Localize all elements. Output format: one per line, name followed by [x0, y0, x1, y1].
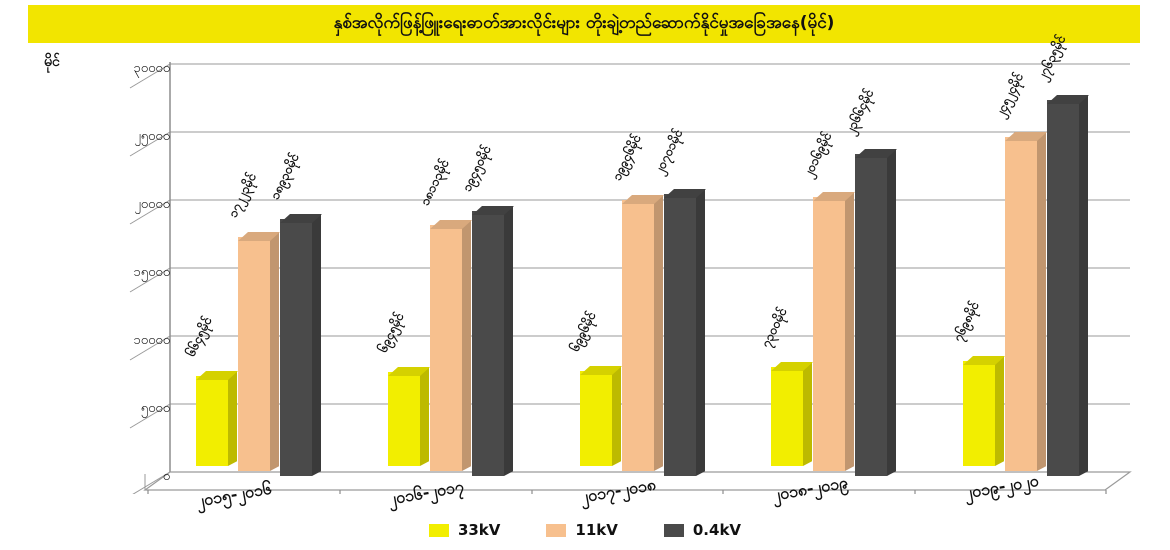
bar-data-label: ၆၉၉၆မိုင်	[566, 309, 599, 354]
bar-face	[388, 371, 420, 466]
bar-side	[653, 194, 663, 472]
bar-side	[1078, 95, 1088, 477]
bar-face	[854, 154, 887, 476]
bar-side	[420, 366, 429, 466]
bar-face	[237, 236, 270, 471]
bar-side	[695, 189, 705, 477]
bar-data-label: ၁၉၉၄၆မိုင်	[608, 131, 644, 183]
bar-side	[886, 149, 896, 477]
legend-item-04kv[interactable]: 0.4kV	[663, 521, 742, 539]
bar-data-label: ၆၉၄၅မိုင်	[374, 309, 407, 355]
bar-data-label: ၂၃၆၆၄မိုင်	[841, 86, 877, 137]
x-label-0: ၂၀၁၅-၂၀၁၆	[194, 478, 274, 511]
legend-label-33kv: 33kV	[457, 521, 501, 539]
bar-side	[844, 191, 854, 472]
bar-data-label: ၁၇၂၂၃မိုင်	[224, 170, 259, 220]
y-axis-tick-labels: ၃၀၀၀၀ ၂၅၀၀၀ ၂၀၀၀၀ ၁၅၀၀၀ ၁၀၀၀၀ ၅၀၀၀ ၀	[55, 44, 170, 484]
legend-swatch-04kv	[663, 523, 684, 537]
bar-data-label: ၂၇၆၃၅မိုင်	[1033, 32, 1069, 83]
bar-data-label: ၁၉၄၅၀မိုင်	[458, 143, 494, 195]
bar-face	[279, 218, 312, 476]
y-axis-unit-label: မိုင်	[44, 54, 60, 70]
bar-33kv[interactable]: ၆၉၄၅မိုင်	[375, 310, 430, 466]
y-tick-10000: ၁၀၀၀၀	[133, 333, 170, 348]
bar-11kv[interactable]: ၂၄၅၂၄မိုင်	[992, 71, 1047, 472]
bar-face	[1046, 100, 1079, 476]
bar-face	[429, 224, 462, 471]
bar-11kv[interactable]: ၂၀၁၆၉မိုင်	[800, 129, 855, 472]
bar-face	[812, 196, 845, 471]
bar-side	[461, 219, 471, 471]
y-tick-15000: ၁၅၀၀၀	[133, 265, 170, 280]
bar-11kv[interactable]: ၁၉၉၄၆မိုင်	[609, 132, 664, 472]
legend-label-11kv: 11kV	[575, 521, 618, 539]
bar-face	[963, 361, 995, 466]
y-tick-30000: ၃၀၀၀၀	[133, 61, 170, 76]
chart-legend: 33kV 11kV 0.4kV	[0, 515, 1170, 545]
y-tick-0: ၀	[162, 469, 170, 484]
x-label-3: ၂၀၁၈-၂၀၁၉	[770, 472, 850, 505]
bar-side	[228, 370, 237, 466]
bar-face	[663, 194, 696, 476]
bar-04kv[interactable]: ၂၃၆၆၄မိုင်	[842, 87, 897, 477]
y-tick-5000: ၅၀၀၀	[140, 401, 170, 416]
x-axis-tick-labels: ၂၀၁၅-၂၀၁၆ ၂၀၁၆-၂၀၁၇ ၂၀၁၇-၂၀၁၈ ၂၀၁၈-၂၀၁၉ …	[0, 471, 1170, 514]
bar-face	[771, 366, 803, 466]
bar-11kv[interactable]: ၁၇၂၂၃မိုင်	[225, 170, 280, 471]
bar-33kv[interactable]: ၇၃၀၀မိုင်	[758, 305, 813, 466]
bar-data-label: ၇၃၀၀မိုင်	[757, 304, 790, 350]
bar-face	[621, 199, 654, 471]
bar-series-container: ၆၆၄၅မိုင် ၁၇၂၂၃မိုင် ၁၈၉၃၀မိုင် ၆၉၄၅မိုင် ၁၈…	[0, 33, 1170, 484]
bar-04kv[interactable]: ၁၉၄၅၀မိုင်	[459, 143, 514, 477]
bar-side	[269, 231, 279, 471]
bar-data-label: ၁၈၉၃၀မိုင်	[266, 150, 302, 202]
bar-side	[311, 213, 321, 477]
bar-side	[995, 356, 1004, 466]
bar-face	[580, 370, 612, 466]
bar-04kv[interactable]: ၁၈၉၃၀မိုင်	[267, 150, 322, 477]
bar-11kv[interactable]: ၁၈၁၁၃မိုင်	[417, 156, 472, 471]
y-tick-20000: ၂၀၀၀၀	[134, 197, 170, 212]
bar-data-label: ၆၆၄၅မိုင်	[182, 313, 215, 359]
bar-side	[503, 206, 513, 477]
bar-33kv[interactable]: ၇၆၉၈မိုင်	[950, 299, 1005, 466]
bar-data-label: ၁၈၁၁၃မိုင်	[416, 156, 452, 208]
x-label-1: ၂၀၁၆-၂၀၁၇	[386, 476, 466, 509]
bar-face	[1004, 137, 1037, 471]
page-title: နှစ်အလိုက်ဖြန့်ဖြူးရေးဓာတ်အားလိုင်းများ …	[333, 12, 835, 33]
bar-data-label: ၂၀၇၀၁မိုင်	[650, 127, 686, 178]
bar-group: ၇၆၉၈မိုင် ၂၄၅၂၄မိုင် ၂၇၆၃၅မိုင်	[950, 33, 1089, 484]
bar-04kv[interactable]: ၂၀၇၀၁မိုင်	[651, 127, 706, 477]
chart-title-banner: နှစ်အလိုက်ဖြန့်ဖြူးရေးဓာတ်အားလိုင်းများ …	[28, 5, 1140, 43]
legend-label-04kv: 0.4kV	[692, 521, 742, 539]
bar-data-label: ၂၀၁၆၉မိုင်	[799, 129, 835, 180]
bar-group: ၆၆၄၅မိုင် ၁၇၂၂၃မိုင် ၁၈၉၃၀မိုင်	[183, 38, 322, 484]
bar-data-label: ၂၄၅၂၄မိုင်	[991, 70, 1026, 121]
bar-side	[803, 361, 812, 466]
bar-face	[471, 211, 504, 476]
bar-33kv[interactable]: ၆၉၉၆မိုင်	[567, 309, 622, 466]
bar-side	[1036, 132, 1046, 472]
y-tick-25000: ၂၅၀၀၀	[134, 129, 170, 144]
bar-group: ၇၃၀၀မိုင် ၂၀၁၆၉မိုင် ၂၃၆၆၄မိုင်	[758, 38, 897, 484]
bar-04kv[interactable]: ၂၇၆၃၅မိုင်	[1034, 33, 1089, 477]
bar-data-label: ၇၆၉၈မိုင်	[949, 299, 982, 344]
bar-face	[196, 375, 228, 466]
legend-item-33kv[interactable]: 33kV	[428, 521, 501, 539]
x-label-2: ၂၀၁၇-၂၀၁၈	[578, 474, 658, 507]
legend-item-11kv[interactable]: 11kV	[546, 521, 618, 539]
legend-swatch-11kv	[546, 523, 567, 537]
bar-33kv[interactable]: ၆၆၄၅မိုင်	[183, 314, 238, 466]
bar-group: ၆၉၉၆မိုင် ၁၉၉၄၆မိုင် ၂၀၇၀၁မိုင်	[567, 38, 706, 484]
bar-side	[612, 366, 621, 466]
legend-swatch-33kv	[428, 523, 449, 537]
bar-group: ၆၉၄၅မိုင် ၁၈၁၁၃မိုင် ၁၉၄၅၀မိုင်	[375, 38, 514, 484]
